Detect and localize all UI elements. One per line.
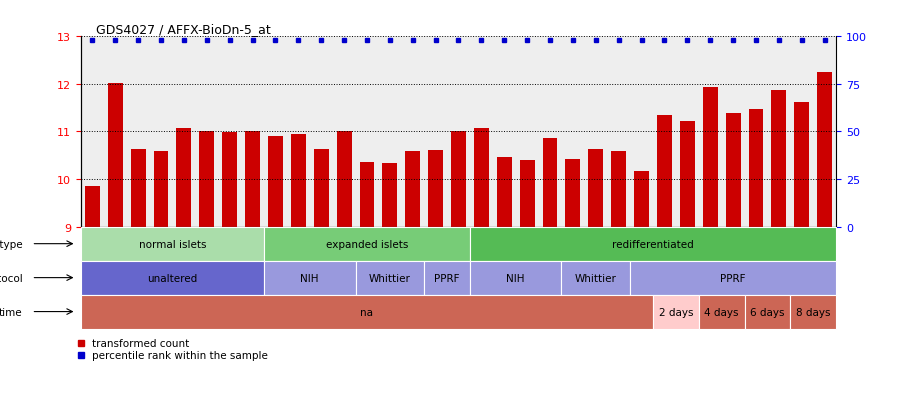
Bar — [470, 261, 562, 295]
Bar — [314, 150, 329, 227]
Bar — [291, 135, 306, 227]
Bar — [520, 161, 535, 227]
Bar — [268, 137, 283, 227]
Bar — [565, 159, 581, 227]
Bar — [424, 261, 470, 295]
Bar — [428, 150, 443, 227]
Bar — [725, 114, 741, 227]
Text: redifferentiated: redifferentiated — [612, 239, 694, 249]
Bar — [653, 295, 699, 329]
Bar — [85, 187, 100, 227]
Bar — [154, 152, 168, 227]
Text: 2 days: 2 days — [659, 307, 693, 317]
Bar — [200, 132, 214, 227]
Bar — [744, 295, 790, 329]
Bar — [81, 261, 264, 295]
Bar — [562, 261, 630, 295]
Text: unaltered: unaltered — [147, 273, 198, 283]
Text: cell type: cell type — [0, 239, 22, 249]
Text: transformed count: transformed count — [92, 338, 189, 348]
Text: GDS4027 / AFFX-BioDn-5_at: GDS4027 / AFFX-BioDn-5_at — [96, 23, 271, 36]
Bar — [474, 128, 489, 227]
Bar — [771, 91, 787, 227]
Bar — [81, 227, 264, 261]
Bar — [176, 128, 191, 227]
Bar — [588, 150, 603, 227]
Text: Whittier: Whittier — [574, 273, 617, 283]
Bar — [699, 295, 744, 329]
Bar — [360, 163, 374, 227]
Bar — [634, 171, 649, 227]
Text: 4 days: 4 days — [705, 307, 739, 317]
Bar — [703, 88, 717, 227]
Bar — [611, 151, 626, 227]
Bar — [130, 150, 146, 227]
Bar — [790, 295, 836, 329]
Bar — [245, 132, 260, 227]
Text: percentile rank within the sample: percentile rank within the sample — [92, 351, 268, 361]
Bar — [382, 164, 397, 227]
Bar — [543, 138, 557, 227]
Bar — [264, 227, 470, 261]
Bar — [108, 84, 122, 227]
Text: 8 days: 8 days — [796, 307, 831, 317]
Bar — [817, 73, 832, 227]
Bar — [222, 133, 237, 227]
Bar — [264, 261, 355, 295]
Text: 6 days: 6 days — [750, 307, 785, 317]
Text: PPRF: PPRF — [720, 273, 746, 283]
Text: protocol: protocol — [0, 273, 22, 283]
Text: Whittier: Whittier — [369, 273, 411, 283]
Text: normal islets: normal islets — [138, 239, 206, 249]
Bar — [355, 261, 424, 295]
Bar — [630, 261, 836, 295]
Bar — [680, 122, 695, 227]
Text: na: na — [360, 307, 373, 317]
Bar — [405, 151, 420, 227]
Bar — [657, 116, 672, 227]
Bar — [795, 103, 809, 227]
Text: expanded islets: expanded islets — [325, 239, 408, 249]
Bar — [81, 295, 653, 329]
Bar — [451, 131, 466, 227]
Bar — [497, 157, 512, 227]
Text: PPRF: PPRF — [434, 273, 459, 283]
Text: time: time — [0, 307, 22, 317]
Bar — [336, 132, 352, 227]
Bar — [749, 109, 763, 227]
Text: NIH: NIH — [506, 273, 525, 283]
Bar — [470, 227, 836, 261]
Text: NIH: NIH — [300, 273, 319, 283]
